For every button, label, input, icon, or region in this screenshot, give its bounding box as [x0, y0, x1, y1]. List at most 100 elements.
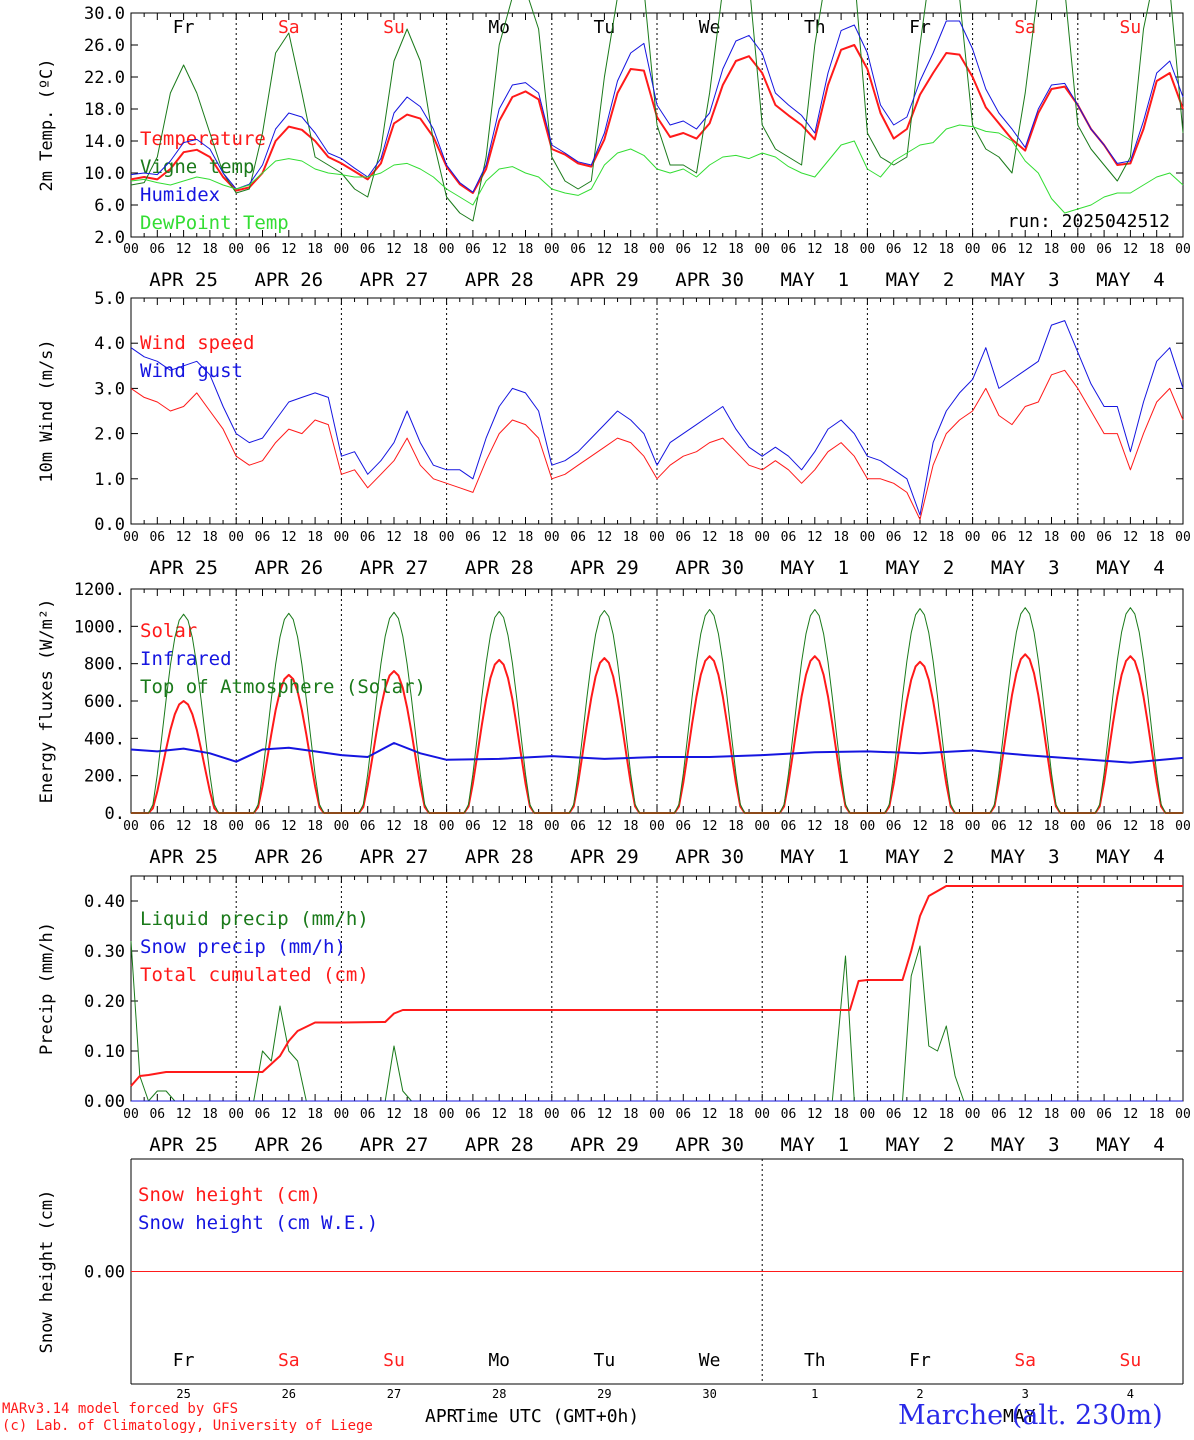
- hour-tick-label: 12: [597, 242, 613, 257]
- date-label: APR 27: [360, 846, 429, 868]
- model-credit: MARv3.14 model forced by GFS (c) Lab. of…: [2, 1401, 373, 1435]
- y-tick-label: 1000.: [74, 617, 125, 637]
- day-abbr: Sa: [278, 1350, 300, 1371]
- hour-tick-label: 12: [386, 819, 402, 834]
- legend-entry: Wind speed: [140, 332, 254, 354]
- hour-tick-label: 06: [886, 1107, 902, 1122]
- date-label: MAY 2: [886, 269, 955, 291]
- y-tick-label: 3.0: [94, 379, 125, 399]
- y-tick-label: 18.0: [84, 100, 125, 120]
- legend-entry: DewPoint Temp: [140, 212, 289, 234]
- hour-tick-label: 12: [1123, 530, 1139, 545]
- date-label: MAY 2: [886, 1134, 955, 1156]
- series-line-wind-gust: [130, 320, 1184, 516]
- y-tick-label: 0.10: [84, 1042, 125, 1062]
- hour-tick-label: 18: [1149, 819, 1165, 834]
- hour-tick-label: 00: [754, 1107, 770, 1122]
- hour-tick-label: 06: [360, 530, 376, 545]
- hour-tick-label: 12: [176, 530, 192, 545]
- hour-tick-label: 12: [702, 1107, 718, 1122]
- hour-tick-label: 18: [412, 1107, 428, 1122]
- hour-tick-label: 12: [386, 530, 402, 545]
- day-abbr: Fr: [173, 1350, 195, 1371]
- hour-tick-label: 00: [860, 1107, 876, 1122]
- hour-tick-label: 18: [938, 1107, 954, 1122]
- hour-tick-label: 18: [412, 242, 428, 257]
- date-label: MAY 1: [780, 557, 849, 579]
- date-label: MAY 4: [1096, 846, 1165, 868]
- y-tick-label: 6.0: [94, 196, 125, 216]
- hour-tick-label: 12: [1017, 1107, 1033, 1122]
- hour-tick-label: 06: [255, 530, 271, 545]
- hour-tick-label: 06: [991, 1107, 1007, 1122]
- hour-tick-label: 00: [1175, 530, 1191, 545]
- day-abbr: Mo: [488, 17, 510, 38]
- date-label: APR 28: [465, 557, 534, 579]
- y-tick-label: 5.0: [94, 289, 125, 309]
- hour-tick-label: 00: [544, 1107, 560, 1122]
- hour-tick-label: 18: [307, 1107, 323, 1122]
- legend-entry: Liquid precip (mm/h): [140, 908, 369, 930]
- legend-entry: Humidex: [140, 184, 220, 206]
- hour-tick-label: 00: [439, 1107, 455, 1122]
- legend-entry: Infrared: [140, 648, 232, 670]
- date-label: APR 26: [254, 1134, 323, 1156]
- hour-tick-label: 18: [938, 819, 954, 834]
- hour-tick-label: 06: [781, 530, 797, 545]
- day-number: 1: [811, 1387, 818, 1401]
- hour-tick-label: 00: [544, 242, 560, 257]
- hour-tick-label: 12: [1017, 530, 1033, 545]
- date-label: MAY 1: [780, 269, 849, 291]
- hour-tick-label: 12: [807, 1107, 823, 1122]
- hour-tick-label: 18: [938, 242, 954, 257]
- hour-tick-label: 18: [623, 819, 639, 834]
- hour-tick-label: 06: [886, 530, 902, 545]
- date-label: APR 29: [570, 1134, 639, 1156]
- hour-tick-label: 18: [307, 530, 323, 545]
- hour-tick-label: 06: [360, 242, 376, 257]
- day-abbr: Fr: [173, 17, 195, 38]
- hour-tick-label: 12: [807, 242, 823, 257]
- legend-entry: Wind gust: [140, 360, 243, 382]
- series-line-total-cumulated-cm: [130, 885, 1183, 1087]
- hour-tick-label: 06: [781, 242, 797, 257]
- hour-tick-label: 12: [1017, 242, 1033, 257]
- date-label: MAY 3: [991, 269, 1060, 291]
- day-abbr: Sa: [1014, 17, 1036, 38]
- date-label: APR 29: [570, 557, 639, 579]
- y-tick-label: 0.40: [84, 892, 125, 912]
- legend-entry: Snow height (cm W.E.): [138, 1212, 378, 1234]
- hour-tick-label: 00: [1175, 242, 1191, 257]
- panel-precip: 0.00 0.10 0.20 0.30 0.40 Precip (mm/h) 00 06 12 1…: [37, 875, 1191, 1156]
- y-tick-label: 400.: [84, 729, 125, 749]
- hour-tick-label: 00: [544, 530, 560, 545]
- hour-tick-label: 00: [1070, 242, 1086, 257]
- hour-tick-label: 18: [1044, 1107, 1060, 1122]
- series-line-temperature: [130, 44, 1184, 194]
- hour-tick-label: 06: [1096, 1107, 1112, 1122]
- hour-tick-label: 12: [912, 530, 928, 545]
- hour-tick-label: 12: [702, 530, 718, 545]
- hour-tick-label: 18: [623, 242, 639, 257]
- hour-tick-label: 18: [518, 530, 534, 545]
- hour-tick-label: 00: [228, 242, 244, 257]
- hour-tick-label: 00: [228, 530, 244, 545]
- hour-tick-label: 06: [465, 1107, 481, 1122]
- date-label: MAY 3: [991, 846, 1060, 868]
- y-tick-label: 2.0: [94, 425, 125, 445]
- y-axis-label: 2m Temp. (ºC): [37, 58, 57, 191]
- hour-tick-label: 18: [518, 819, 534, 834]
- legend-entry: Snow precip (mm/h): [140, 936, 346, 958]
- hour-tick-label: 06: [255, 819, 271, 834]
- hour-tick-label: 12: [702, 819, 718, 834]
- date-label: APR 26: [254, 846, 323, 868]
- day-number: 2: [916, 1387, 923, 1401]
- hour-tick-label: 00: [334, 242, 350, 257]
- hour-tick-label: 06: [255, 1107, 271, 1122]
- hour-tick-label: 00: [965, 530, 981, 545]
- date-label: APR 29: [570, 846, 639, 868]
- hour-tick-label: 18: [202, 1107, 218, 1122]
- hour-tick-label: 00: [1070, 530, 1086, 545]
- date-label: APR 30: [675, 269, 744, 291]
